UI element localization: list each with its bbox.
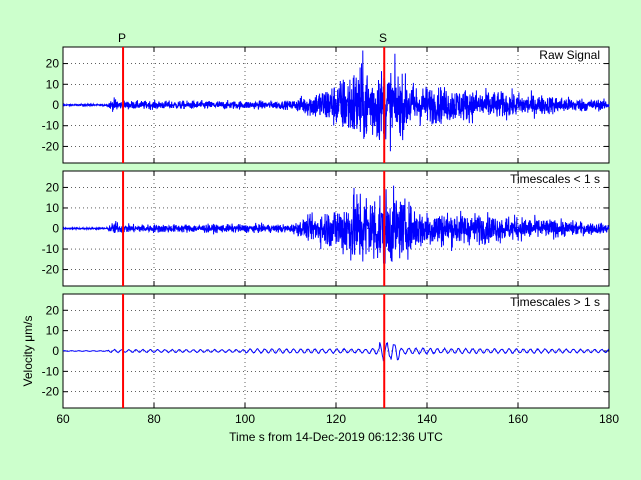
waveform-line [62,342,610,362]
y-tick-label: -20 [42,385,60,399]
x-tick-label: 160 [508,412,528,426]
x-tick-label: 80 [147,412,161,426]
y-tick-label: -10 [42,119,60,133]
s-marker-label: S [379,31,387,45]
y-tick-label: 20 [46,180,60,194]
y-tick-label: 20 [46,57,60,71]
x-tick-label: 180 [599,412,619,426]
panel-title: Timescales < 1 s [510,172,600,186]
y-tick-label: 10 [46,201,60,215]
y-tick-label: 0 [52,344,59,358]
y-tick-label: 0 [52,98,59,112]
p-marker-label: P [118,31,126,45]
panel-raw-signal: -20 -10 0 10 20 Raw Signal [42,46,610,164]
y-axis-label: Velocity μm/s [21,316,35,387]
x-tick-label: 140 [417,412,437,426]
panel-title: Timescales > 1 s [510,295,600,309]
waveform-line [62,50,610,152]
y-tick-label: -20 [42,263,60,277]
panel-title: Raw Signal [539,48,600,62]
panel-timescales-short: -20 -10 0 10 20 Timescales < 1 s [42,170,610,287]
y-tick-label: 10 [46,77,60,91]
y-tick-label: -20 [42,139,60,153]
y-tick-label: -10 [42,242,60,256]
x-tick-label: 100 [235,412,255,426]
x-tick-label: 120 [326,412,346,426]
y-tick-label: 0 [52,222,59,236]
panel-timescales-long: -20 -10 0 10 20 60 80 100 120 140 160 180 Timescales… [42,293,619,426]
waveform-line [63,185,610,264]
x-tick-label: 60 [56,412,70,426]
y-tick-label: 10 [46,324,60,338]
y-tick-label: -10 [42,364,60,378]
x-axis-label: Time s from 14-Dec-2019 06:12:36 UTC [229,430,443,444]
y-tick-label: 20 [46,303,60,317]
